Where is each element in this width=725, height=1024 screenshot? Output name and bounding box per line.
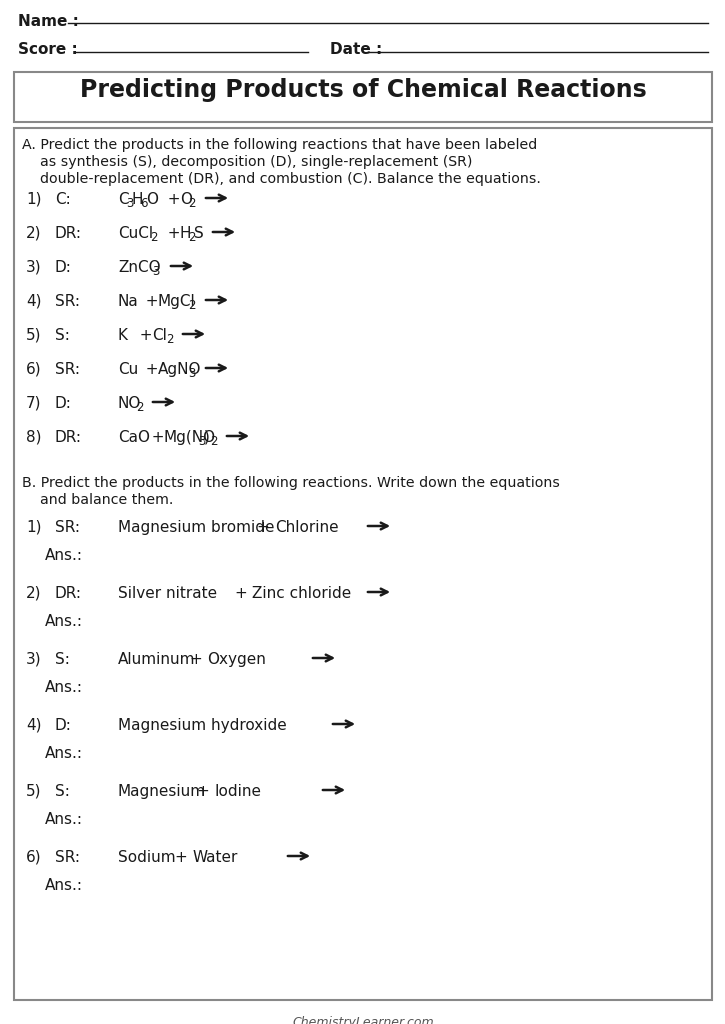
- Text: 6: 6: [140, 197, 147, 210]
- Text: A. Predict the products in the following reactions that have been labeled: A. Predict the products in the following…: [22, 138, 537, 152]
- Text: +: +: [189, 652, 202, 667]
- Text: S:: S:: [55, 652, 70, 667]
- Text: H: H: [132, 193, 144, 207]
- Text: Ans.:: Ans.:: [45, 680, 83, 695]
- Text: S: S: [194, 226, 204, 241]
- Text: Predicting Products of Chemical Reactions: Predicting Products of Chemical Reaction…: [80, 78, 647, 102]
- Text: 3): 3): [26, 652, 41, 667]
- Text: 2: 2: [188, 231, 196, 244]
- Text: Magnesium hydroxide: Magnesium hydroxide: [118, 718, 287, 733]
- Text: SR:: SR:: [55, 294, 80, 309]
- Text: +: +: [257, 520, 269, 535]
- Text: SR:: SR:: [55, 362, 80, 377]
- Text: as synthesis (S), decomposition (D), single-replacement (SR): as synthesis (S), decomposition (D), sin…: [22, 155, 473, 169]
- Text: 1): 1): [26, 520, 41, 535]
- Text: C: C: [118, 193, 128, 207]
- Text: C:: C:: [55, 193, 71, 207]
- Text: 1): 1): [26, 193, 41, 207]
- Text: CuCl: CuCl: [118, 226, 153, 241]
- Text: SR:: SR:: [55, 520, 80, 535]
- Text: Aluminum: Aluminum: [118, 652, 196, 667]
- Text: Mg(NO: Mg(NO: [164, 430, 216, 445]
- Text: 5): 5): [26, 328, 41, 343]
- Text: 2: 2: [188, 197, 196, 210]
- Text: 2): 2): [26, 226, 41, 241]
- Text: H: H: [180, 226, 191, 241]
- Text: Cu: Cu: [118, 362, 138, 377]
- Text: 4): 4): [26, 718, 41, 733]
- Text: AgNO: AgNO: [158, 362, 202, 377]
- Text: Name :: Name :: [18, 14, 79, 29]
- Bar: [14, 72, 712, 122]
- Text: K: K: [118, 328, 128, 343]
- Text: Ans.:: Ans.:: [45, 614, 83, 629]
- Text: +: +: [174, 850, 187, 865]
- Text: Zinc chloride: Zinc chloride: [252, 586, 352, 601]
- Text: Ans.:: Ans.:: [45, 878, 83, 893]
- Text: 8): 8): [26, 430, 41, 445]
- Text: Sodium: Sodium: [118, 850, 175, 865]
- Text: 3: 3: [152, 265, 160, 278]
- Text: 2: 2: [150, 231, 157, 244]
- Text: Ans.:: Ans.:: [45, 746, 83, 761]
- Text: +: +: [130, 328, 152, 343]
- Text: 6): 6): [26, 850, 41, 865]
- Text: D:: D:: [55, 718, 72, 733]
- Text: NO: NO: [118, 396, 141, 411]
- Text: Ans.:: Ans.:: [45, 812, 83, 827]
- Text: +: +: [158, 193, 181, 207]
- Text: Na: Na: [118, 294, 138, 309]
- Text: +: +: [136, 294, 159, 309]
- Text: O: O: [180, 193, 192, 207]
- Text: Ans.:: Ans.:: [45, 548, 83, 563]
- Text: 3: 3: [198, 435, 205, 449]
- Text: DR:: DR:: [55, 430, 82, 445]
- Text: +: +: [142, 430, 165, 445]
- Text: 2: 2: [136, 401, 144, 414]
- Text: 2: 2: [210, 435, 217, 449]
- Text: Magnesium: Magnesium: [118, 784, 206, 799]
- Text: ): ): [204, 430, 210, 445]
- Text: 7): 7): [26, 396, 41, 411]
- Text: Chlorine: Chlorine: [275, 520, 339, 535]
- Text: 6): 6): [26, 362, 41, 377]
- Text: Date :: Date :: [330, 42, 382, 57]
- Text: 2: 2: [188, 299, 196, 312]
- Text: O: O: [146, 193, 158, 207]
- Text: CaO: CaO: [118, 430, 150, 445]
- Text: 4): 4): [26, 294, 41, 309]
- Text: 3: 3: [188, 367, 195, 380]
- Text: SR:: SR:: [55, 850, 80, 865]
- Text: and balance them.: and balance them.: [22, 493, 173, 507]
- Text: Water: Water: [193, 850, 238, 865]
- Text: S:: S:: [55, 328, 70, 343]
- Text: 2): 2): [26, 586, 41, 601]
- Text: Magnesium bromide: Magnesium bromide: [118, 520, 275, 535]
- Text: double-replacement (DR), and combustion (C). Balance the equations.: double-replacement (DR), and combustion …: [22, 172, 541, 186]
- Text: D:: D:: [55, 260, 72, 275]
- Text: +: +: [136, 362, 159, 377]
- Text: MgCl: MgCl: [158, 294, 196, 309]
- Text: Cl: Cl: [152, 328, 167, 343]
- Bar: [14, 128, 712, 1000]
- Text: B. Predict the products in the following reactions. Write down the equations: B. Predict the products in the following…: [22, 476, 560, 490]
- Text: 3: 3: [126, 197, 133, 210]
- Text: Score :: Score :: [18, 42, 78, 57]
- Text: +: +: [158, 226, 181, 241]
- Text: 3): 3): [26, 260, 41, 275]
- Text: +: +: [196, 784, 210, 799]
- Text: 5): 5): [26, 784, 41, 799]
- Text: DR:: DR:: [55, 586, 82, 601]
- Text: D:: D:: [55, 396, 72, 411]
- Text: +: +: [234, 586, 247, 601]
- Text: Oxygen: Oxygen: [207, 652, 266, 667]
- Text: ZnCO: ZnCO: [118, 260, 161, 275]
- Text: 2: 2: [166, 333, 173, 346]
- Text: ChemistryLearner.com: ChemistryLearner.com: [292, 1016, 434, 1024]
- Text: DR:: DR:: [55, 226, 82, 241]
- Text: Iodine: Iodine: [215, 784, 262, 799]
- Text: Silver nitrate: Silver nitrate: [118, 586, 217, 601]
- Text: S:: S:: [55, 784, 70, 799]
